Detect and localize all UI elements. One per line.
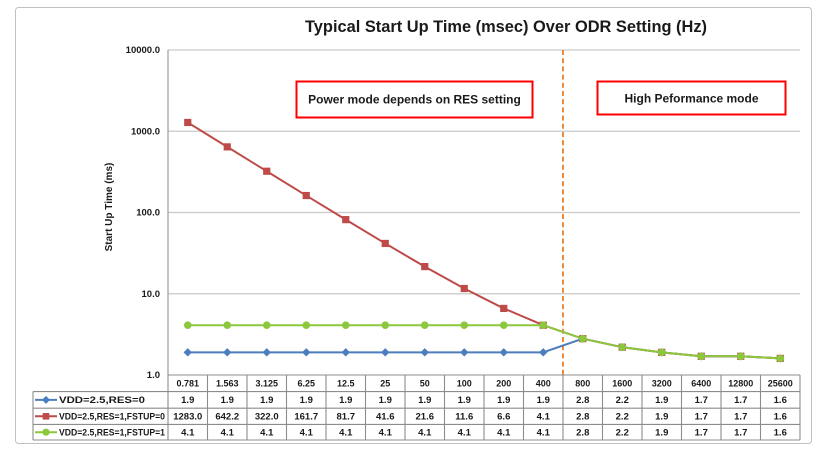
svg-text:12800: 12800 <box>728 379 753 389</box>
svg-text:81.7: 81.7 <box>337 412 356 423</box>
svg-text:4.1: 4.1 <box>537 412 551 423</box>
svg-text:4.1: 4.1 <box>339 428 353 439</box>
svg-text:1.9: 1.9 <box>497 395 510 406</box>
svg-text:4.1: 4.1 <box>537 428 551 439</box>
svg-text:4.1: 4.1 <box>497 428 511 439</box>
svg-text:1.6: 1.6 <box>774 428 787 439</box>
svg-text:200: 200 <box>496 379 511 389</box>
svg-text:Typical Start Up Time (msec) O: Typical Start Up Time (msec) Over ODR Se… <box>305 18 707 36</box>
svg-text:1.7: 1.7 <box>695 412 708 423</box>
svg-text:21.6: 21.6 <box>416 412 435 423</box>
svg-text:161.7: 161.7 <box>294 412 318 423</box>
svg-text:1.9: 1.9 <box>537 395 550 406</box>
svg-text:1.9: 1.9 <box>379 395 392 406</box>
svg-text:4.1: 4.1 <box>300 428 314 439</box>
svg-text:High Peformance mode: High Peformance mode <box>624 92 758 106</box>
svg-text:0.781: 0.781 <box>176 379 199 389</box>
svg-text:1.9: 1.9 <box>221 395 234 406</box>
svg-text:800: 800 <box>575 379 590 389</box>
svg-text:6.25: 6.25 <box>297 379 315 389</box>
svg-text:2.2: 2.2 <box>616 428 629 439</box>
svg-text:1.7: 1.7 <box>695 395 708 406</box>
svg-text:1.6: 1.6 <box>774 395 787 406</box>
svg-text:1.9: 1.9 <box>418 395 431 406</box>
svg-text:Power mode depends on RES sett: Power mode depends on RES setting <box>308 93 521 107</box>
svg-text:1283.0: 1283.0 <box>173 412 202 423</box>
svg-text:642.2: 642.2 <box>215 412 239 423</box>
svg-text:1.7: 1.7 <box>695 428 708 439</box>
svg-text:6400: 6400 <box>691 379 711 389</box>
svg-text:1.9: 1.9 <box>655 395 668 406</box>
svg-text:4.1: 4.1 <box>221 428 235 439</box>
svg-text:4.1: 4.1 <box>418 428 432 439</box>
svg-text:10.0: 10.0 <box>142 289 161 300</box>
svg-text:VDD=2.5,RES=1,FSTUP=1: VDD=2.5,RES=1,FSTUP=1 <box>59 428 166 439</box>
svg-text:10000.0: 10000.0 <box>126 45 160 56</box>
svg-text:1.7: 1.7 <box>734 412 747 423</box>
svg-text:12.5: 12.5 <box>337 379 355 389</box>
svg-text:41.6: 41.6 <box>376 412 395 423</box>
svg-text:3.125: 3.125 <box>255 379 278 389</box>
svg-text:1.9: 1.9 <box>458 395 471 406</box>
svg-text:1.9: 1.9 <box>339 395 352 406</box>
svg-text:1.7: 1.7 <box>734 395 747 406</box>
svg-text:1.563: 1.563 <box>216 379 239 389</box>
svg-text:1.9: 1.9 <box>260 395 273 406</box>
svg-text:Start Up Time (ms): Start Up Time (ms) <box>104 163 115 252</box>
svg-text:322.0: 322.0 <box>255 412 279 423</box>
svg-text:25: 25 <box>380 379 390 389</box>
svg-text:11.6: 11.6 <box>455 412 473 423</box>
svg-text:4.1: 4.1 <box>260 428 274 439</box>
svg-text:25600: 25600 <box>768 379 793 389</box>
svg-text:2.8: 2.8 <box>576 428 589 439</box>
svg-text:4.1: 4.1 <box>379 428 393 439</box>
svg-text:1.9: 1.9 <box>655 412 668 423</box>
svg-text:100: 100 <box>457 379 472 389</box>
svg-text:1.9: 1.9 <box>655 428 668 439</box>
svg-text:2.8: 2.8 <box>576 412 589 423</box>
svg-text:6.6: 6.6 <box>497 412 510 423</box>
svg-text:1.0: 1.0 <box>147 370 160 381</box>
svg-text:1000.0: 1000.0 <box>131 126 160 137</box>
svg-text:100.0: 100.0 <box>136 208 160 219</box>
svg-text:3200: 3200 <box>652 379 672 389</box>
svg-text:VDD=2.5,RES=1,FSTUP=0: VDD=2.5,RES=1,FSTUP=0 <box>59 412 165 423</box>
svg-text:2.8: 2.8 <box>576 395 589 406</box>
svg-text:1600: 1600 <box>612 379 632 389</box>
svg-text:1.7: 1.7 <box>734 428 747 439</box>
svg-text:2.2: 2.2 <box>616 412 629 423</box>
svg-text:VDD=2.5,RES=0: VDD=2.5,RES=0 <box>59 395 145 406</box>
svg-text:2.2: 2.2 <box>616 395 629 406</box>
svg-text:1.9: 1.9 <box>181 395 194 406</box>
svg-text:1.6: 1.6 <box>774 412 787 423</box>
svg-text:400: 400 <box>536 379 551 389</box>
svg-text:50: 50 <box>420 379 430 389</box>
svg-text:4.1: 4.1 <box>458 428 472 439</box>
svg-text:4.1: 4.1 <box>181 428 195 439</box>
svg-text:1.9: 1.9 <box>300 395 313 406</box>
